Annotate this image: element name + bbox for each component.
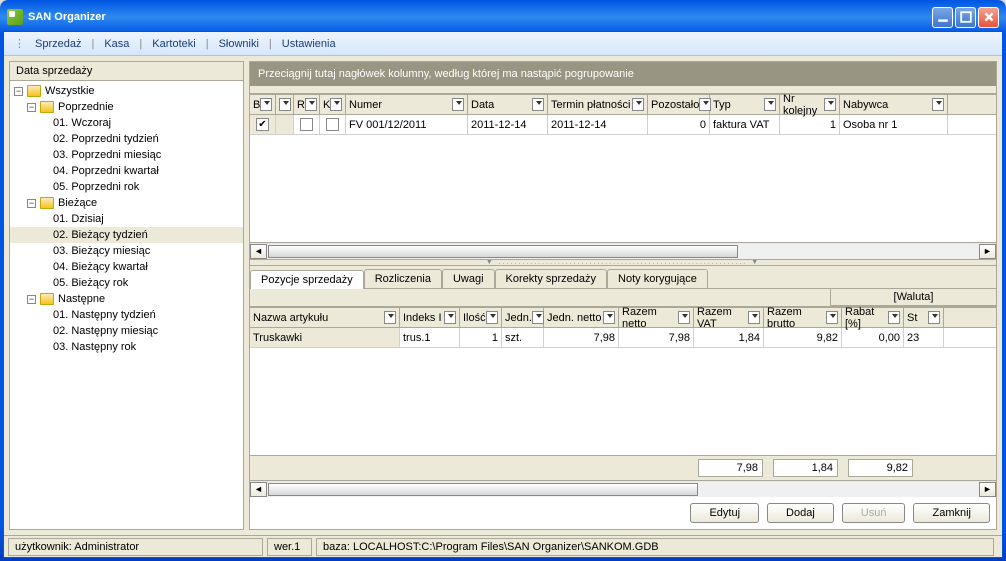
tree-panel: Data sprzedaży −Wszystkie−Poprzednie01. … [9,61,244,530]
col-header[interactable]: R [294,95,320,114]
detail-panel: Przeciągnij tutaj nagłówek kolumny, wedł… [249,61,997,530]
menu-kartoteki[interactable]: Kartoteki [146,36,201,52]
window-title: SAN Organizer [28,11,106,23]
scroll-thumb[interactable] [268,245,738,258]
tree-header: Data sprzedaży [10,62,243,81]
col-header[interactable]: Pozostało [648,95,710,114]
col-header[interactable]: Typ [710,95,780,114]
statusbar: użytkownik: Administrator wer.1 baza: LO… [4,535,1002,557]
menu-ustawienia[interactable]: Ustawienia [276,36,342,52]
col-header[interactable]: Razem VAT [694,308,764,327]
col-header[interactable]: Indeks I [400,308,460,327]
col-header[interactable]: Numer [346,95,468,114]
tab[interactable]: Pozycje sprzedaży [250,270,364,289]
totals-row: 7,98 1,84 9,82 [250,455,996,480]
menu-kasa[interactable]: Kasa [98,36,135,52]
bottom-grid-header: Nazwa artykułuIndeks IIlośćJedn.Jedn. ne… [250,307,996,328]
top-grid-header: BRKNumerDataTermin płatnościPozostałoTyp… [250,94,996,115]
splitter[interactable]: ▼ ......................................… [250,259,996,266]
tree-item[interactable]: 04. Poprzedni kwartał [10,163,243,179]
scroll-right-button[interactable]: ► [979,244,996,259]
col-header[interactable]: Razem netto [619,308,694,327]
tree-item[interactable]: 05. Bieżący rok [10,275,243,291]
col-header[interactable]: Jedn. netto [544,308,619,327]
tree-item[interactable]: 02. Poprzedni tydzień [10,131,243,147]
tree-group[interactable]: −Następne [10,291,243,307]
client-area: ⋮ Sprzedaż| Kasa| Kartoteki| Słowniki| U… [3,31,1003,558]
menu-slowniki[interactable]: Słowniki [213,36,265,52]
status-version: wer.1 [267,538,312,556]
app-window: SAN Organizer ⋮ Sprzedaż| Kasa| Kartotek… [0,0,1006,561]
titlebar[interactable]: SAN Organizer [3,3,1003,31]
tree-item[interactable]: 01. Następny tydzień [10,307,243,323]
maximize-button[interactable] [955,7,976,28]
close-button[interactable] [978,7,999,28]
tree-item[interactable]: 02. Bieżący tydzień [10,227,243,243]
tree-item[interactable]: 03. Bieżący miesiąc [10,243,243,259]
minimize-button[interactable] [932,7,953,28]
bottom-grid-row[interactable]: Truskawki trus.1 1 szt. 7,98 7,98 1,84 9… [250,328,996,348]
col-header[interactable]: St [904,308,944,327]
tree[interactable]: −Wszystkie−Poprzednie01. Wczoraj02. Popr… [10,81,243,529]
status-db: baza: LOCALHOST:C:\Program Files\SAN Org… [316,538,994,556]
close-panel-button[interactable]: Zamknij [913,503,990,523]
col-header[interactable]: Nr kolejny [780,95,840,114]
tree-item[interactable]: 02. Następny miesiąc [10,323,243,339]
scroll-left-button[interactable]: ◄ [250,482,267,497]
tab[interactable]: Korekty sprzedaży [495,269,607,288]
detail-tabs: Pozycje sprzedażyRozliczeniaUwagiKorekty… [250,266,996,289]
waluta-header: [Waluta] [830,289,996,306]
add-button[interactable]: Dodaj [767,503,834,523]
tree-item[interactable]: 03. Następny rok [10,339,243,355]
group-by-bar[interactable]: Przeciągnij tutaj nagłówek kolumny, wedł… [250,62,996,86]
tab[interactable]: Noty korygujące [607,269,708,288]
col-header[interactable]: Razem brutto [764,308,842,327]
tree-group[interactable]: −Poprzednie [10,99,243,115]
scroll-left-button[interactable]: ◄ [250,244,267,259]
col-header[interactable]: Rabat [%] [842,308,904,327]
scroll-thumb[interactable] [268,483,698,496]
status-user: użytkownik: Administrator [8,538,263,556]
tab[interactable]: Rozliczenia [364,269,442,288]
tree-root[interactable]: −Wszystkie [10,83,243,99]
col-header[interactable]: Nabywca [840,95,948,114]
menu-sprzedaz[interactable]: Sprzedaż [29,36,87,52]
col-header[interactable]: K [320,95,346,114]
top-hscroll[interactable]: ◄ ► [250,242,996,259]
tree-item[interactable]: 01. Dzisiaj [10,211,243,227]
scroll-right-button[interactable]: ► [979,482,996,497]
total-netto: 7,98 [698,459,763,477]
action-buttons: Edytuj Dodaj Usuń Zamknij [250,497,996,529]
tab[interactable]: Uwagi [442,269,495,288]
menubar: ⋮ Sprzedaż| Kasa| Kartoteki| Słowniki| U… [4,32,1002,56]
top-grid-row[interactable]: ✔ FV 001/12/2011 2011-12-14 2011-12-14 0… [250,115,996,135]
tree-item[interactable]: 01. Wczoraj [10,115,243,131]
tree-group[interactable]: −Bieżące [10,195,243,211]
total-vat: 1,84 [773,459,838,477]
col-header[interactable]: Nazwa artykułu [250,308,400,327]
total-brutto: 9,82 [848,459,913,477]
col-header[interactable]: Ilość [460,308,502,327]
app-icon [7,9,23,25]
tree-item[interactable]: 04. Bieżący kwartał [10,259,243,275]
delete-button: Usuń [842,503,906,523]
col-header[interactable]: Jedn. [502,308,544,327]
col-header[interactable]: Data [468,95,548,114]
bottom-hscroll[interactable]: ◄ ► [250,480,996,497]
tree-item[interactable]: 03. Poprzedni miesiąc [10,147,243,163]
col-header[interactable]: B [250,95,276,114]
edit-button[interactable]: Edytuj [690,503,759,523]
col-header[interactable] [276,95,294,114]
tree-item[interactable]: 05. Poprzedni rok [10,179,243,195]
col-header[interactable]: Termin płatności [548,95,648,114]
